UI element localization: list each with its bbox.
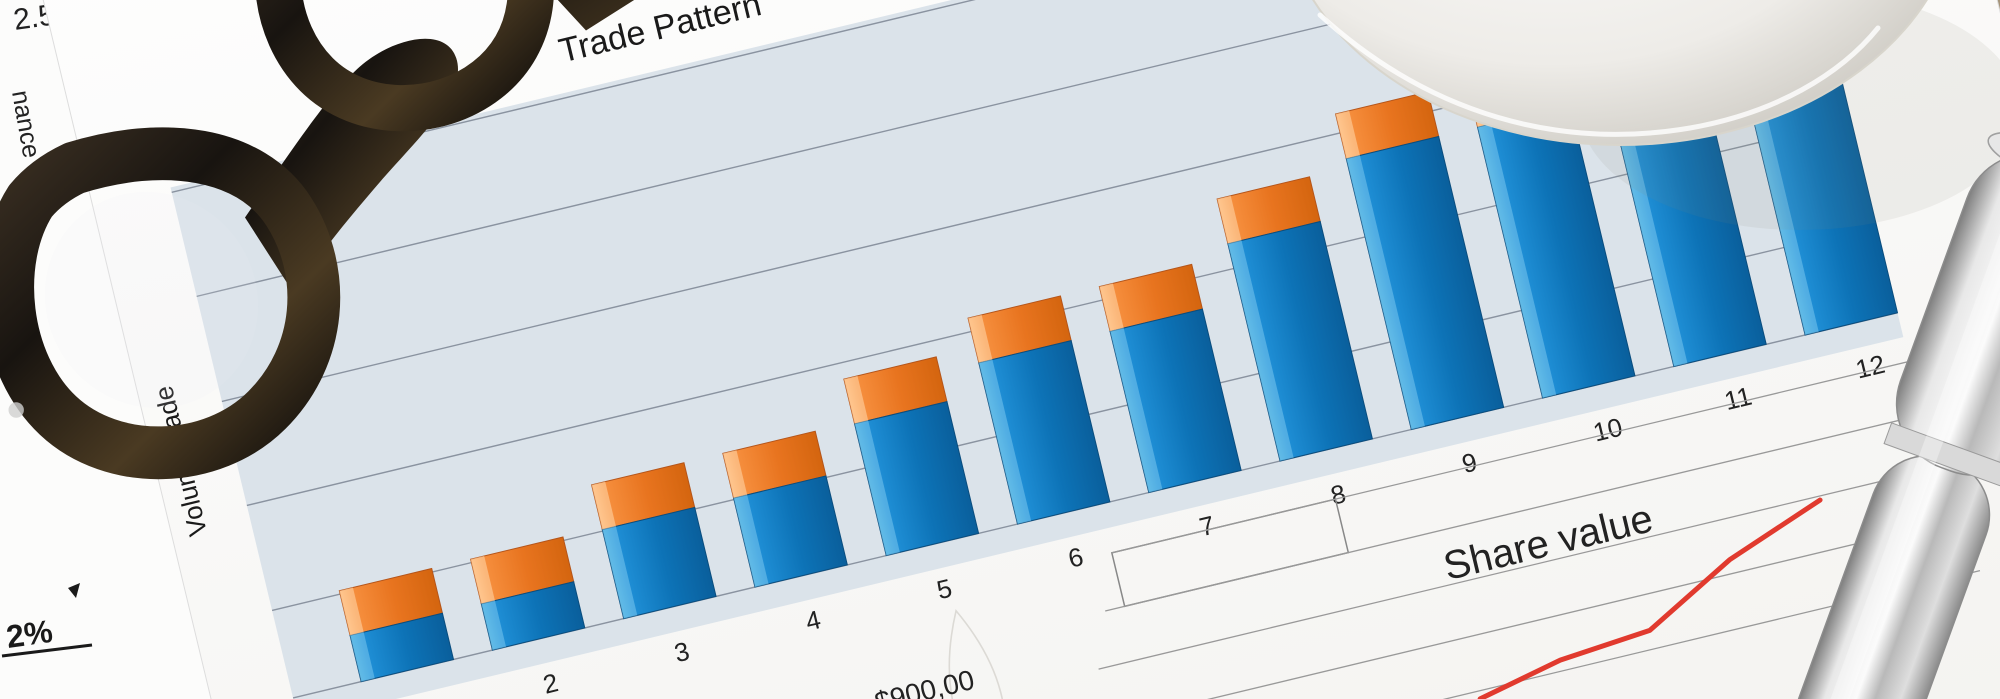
svg-text:2%: 2% [4, 613, 55, 655]
